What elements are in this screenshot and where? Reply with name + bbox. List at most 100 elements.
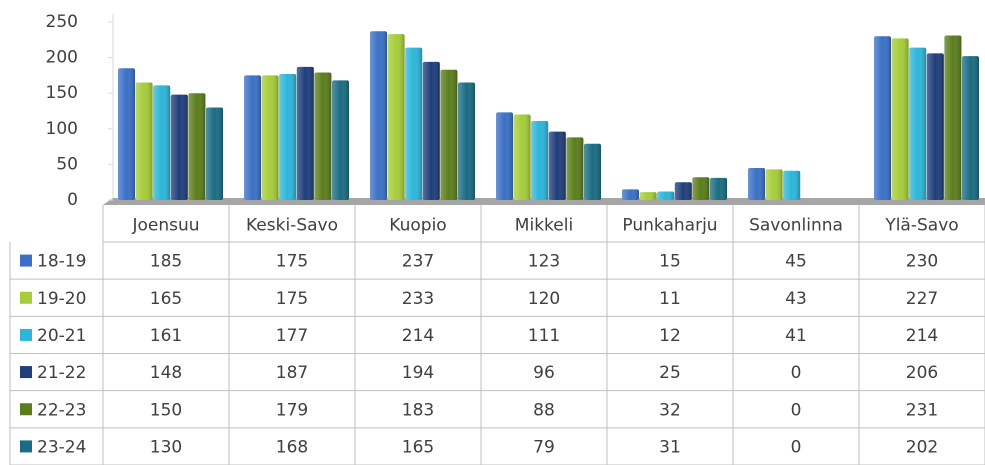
bar-shade <box>405 47 423 200</box>
table-value: 194 <box>402 363 434 383</box>
table-value: 45 <box>785 252 807 272</box>
table-value: 43 <box>785 289 807 309</box>
table-value: 165 <box>402 437 434 457</box>
table-value: 183 <box>402 400 434 420</box>
table-value: 0 <box>791 400 802 420</box>
bar-shade <box>170 94 188 200</box>
x-tick-label: Punkaharju <box>622 216 717 236</box>
table-value: 231 <box>906 400 938 420</box>
bar-shade <box>118 68 135 200</box>
table-value: 214 <box>906 326 938 346</box>
legend-swatch <box>20 254 32 267</box>
bar-shade <box>422 61 440 200</box>
bar-shade <box>261 75 279 200</box>
table-value: 165 <box>150 289 182 309</box>
y-tick-label: 150 <box>46 83 78 103</box>
bar-shade <box>370 31 387 201</box>
bar-shade <box>314 72 332 200</box>
legend-label: 19-20 <box>37 289 86 309</box>
x-tick-label: Keski-Savo <box>246 216 338 236</box>
bar-shade <box>279 73 297 200</box>
table-value: 230 <box>906 252 938 272</box>
table-value: 237 <box>402 252 434 272</box>
bar-shade <box>244 75 261 200</box>
table-value: 79 <box>533 437 555 457</box>
bar-shade <box>909 47 927 200</box>
bar-shade <box>944 35 962 200</box>
y-tick-label: 50 <box>56 154 78 174</box>
table-value: 15 <box>659 252 681 272</box>
bar-shade <box>566 137 584 200</box>
table-value: 150 <box>150 400 182 420</box>
table-value: 41 <box>785 326 807 346</box>
bar-shade <box>584 143 601 200</box>
table-value: 31 <box>659 437 681 457</box>
table-value: 148 <box>150 363 182 383</box>
bar-shade <box>153 85 171 200</box>
table-value: 206 <box>906 363 938 383</box>
table-value: 175 <box>276 252 308 272</box>
table-value: 123 <box>528 252 560 272</box>
table-value: 185 <box>150 252 182 272</box>
legend-swatch <box>20 366 32 379</box>
bar-shade <box>765 169 783 200</box>
legend-label: 18-19 <box>37 252 86 272</box>
x-tick-label: Mikkeli <box>515 216 573 236</box>
table-value: 25 <box>659 363 681 383</box>
bar-shade <box>496 112 513 200</box>
bar-shade <box>622 189 639 200</box>
bar-shade <box>440 69 458 200</box>
bar-shade <box>692 177 710 200</box>
table-value: 0 <box>791 437 802 457</box>
bar-shade <box>962 56 979 201</box>
table-value: 214 <box>402 326 434 346</box>
x-tick-label: Ylä-Savo <box>884 216 958 236</box>
table-value: 11 <box>659 289 681 309</box>
table-value: 177 <box>276 326 308 346</box>
x-tick-label: Savonlinna <box>749 216 843 236</box>
bar-shade <box>748 167 765 200</box>
table-value: 96 <box>533 363 555 383</box>
bar-shade <box>458 82 475 200</box>
table-value: 168 <box>276 437 308 457</box>
bar-shade <box>296 66 314 200</box>
bar-shade <box>332 80 349 200</box>
bar-shade <box>387 34 405 200</box>
legend-swatch <box>20 403 32 416</box>
bar-shade <box>135 82 153 200</box>
bar-shade <box>891 38 909 200</box>
x-tick-label: Kuopio <box>389 216 446 236</box>
legend-label: 21-22 <box>37 363 86 383</box>
bar-shade <box>639 192 657 200</box>
bar-shade <box>206 107 223 200</box>
table-value: 179 <box>276 400 308 420</box>
y-tick-label: 0 <box>67 190 78 210</box>
bar-shade <box>531 120 549 200</box>
table-value: 187 <box>276 363 308 383</box>
bar-shade <box>926 53 944 200</box>
table-value: 12 <box>659 326 681 346</box>
bar-shade <box>188 93 206 200</box>
bar-shade <box>674 182 692 200</box>
y-tick-label: 200 <box>46 48 78 68</box>
table-value: 32 <box>659 400 681 420</box>
legend-label: 22-23 <box>37 400 86 420</box>
legend-swatch <box>20 291 32 304</box>
table-value: 175 <box>276 289 308 309</box>
legend-label: 23-24 <box>37 437 86 457</box>
legend-swatch <box>20 440 32 453</box>
y-tick-label: 250 <box>46 12 78 32</box>
table-value: 0 <box>791 363 802 383</box>
table-value: 202 <box>906 437 938 457</box>
table-value: 88 <box>533 400 555 420</box>
bar-shade <box>548 131 566 200</box>
bar-shade <box>657 191 675 200</box>
legend-swatch <box>20 328 32 341</box>
table-value: 161 <box>150 326 182 346</box>
table-value: 233 <box>402 289 434 309</box>
y-tick-label: 100 <box>46 119 78 139</box>
table-value: 130 <box>150 437 182 457</box>
bar-shade <box>513 114 531 200</box>
